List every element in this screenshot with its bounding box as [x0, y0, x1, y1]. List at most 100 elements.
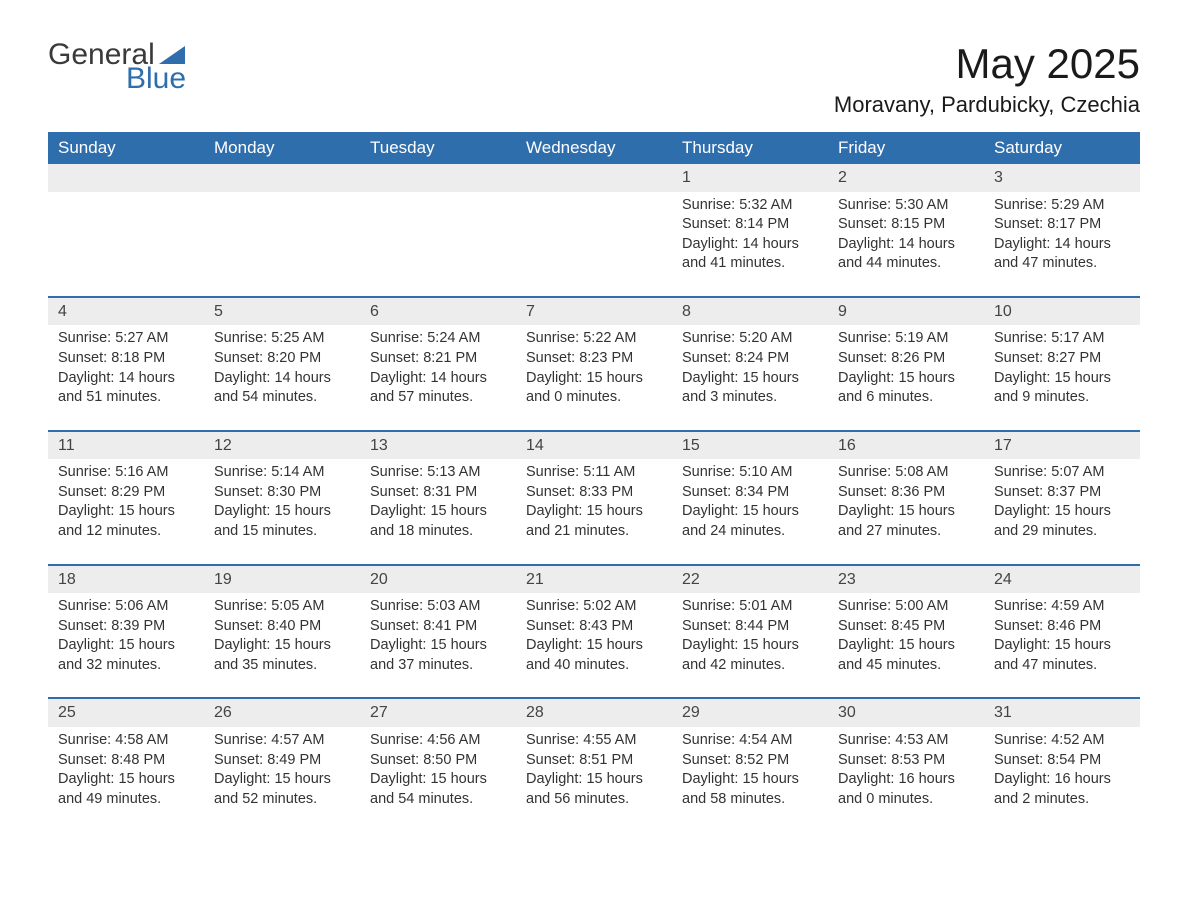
sunset-text: Sunset: 8:49 PM — [214, 751, 350, 771]
day-details: Sunrise: 4:57 AMSunset: 8:49 PMDaylight:… — [204, 727, 360, 831]
sunset-text: Sunset: 8:20 PM — [214, 349, 350, 369]
day-details: Sunrise: 4:52 AMSunset: 8:54 PMDaylight:… — [984, 727, 1140, 831]
sunset-text: Sunset: 8:17 PM — [994, 215, 1130, 235]
day-number: 21 — [516, 566, 672, 594]
daylight-line2: and 52 minutes. — [214, 790, 350, 810]
daylight-line1: Daylight: 15 hours — [58, 770, 194, 790]
sunset-text: Sunset: 8:39 PM — [58, 617, 194, 637]
sunset-text: Sunset: 8:52 PM — [682, 751, 818, 771]
daylight-line2: and 27 minutes. — [838, 522, 974, 542]
sunrise-text: Sunrise: 4:53 AM — [838, 731, 974, 751]
sunset-text: Sunset: 8:30 PM — [214, 483, 350, 503]
sunrise-text: Sunrise: 5:25 AM — [214, 329, 350, 349]
daylight-line2: and 58 minutes. — [682, 790, 818, 810]
empty-cell — [48, 192, 204, 297]
day-number: 4 — [48, 298, 204, 326]
sunrise-text: Sunrise: 4:55 AM — [526, 731, 662, 751]
sunset-text: Sunset: 8:23 PM — [526, 349, 662, 369]
location-text: Moravany, Pardubicky, Czechia — [834, 92, 1140, 118]
sunrise-text: Sunrise: 5:02 AM — [526, 597, 662, 617]
sunrise-text: Sunrise: 5:06 AM — [58, 597, 194, 617]
day-number-row: 18192021222324 — [48, 566, 1140, 594]
daylight-line2: and 42 minutes. — [682, 656, 818, 676]
weekday-header: Thursday — [672, 132, 828, 164]
daylight-line1: Daylight: 15 hours — [682, 502, 818, 522]
daylight-line2: and 12 minutes. — [58, 522, 194, 542]
day-number-row: 25262728293031 — [48, 699, 1140, 727]
sunset-text: Sunset: 8:33 PM — [526, 483, 662, 503]
day-details: Sunrise: 4:56 AMSunset: 8:50 PMDaylight:… — [360, 727, 516, 831]
day-details: Sunrise: 4:55 AMSunset: 8:51 PMDaylight:… — [516, 727, 672, 831]
day-details: Sunrise: 4:54 AMSunset: 8:52 PMDaylight:… — [672, 727, 828, 831]
sunrise-text: Sunrise: 5:32 AM — [682, 196, 818, 216]
sunset-text: Sunset: 8:36 PM — [838, 483, 974, 503]
day-number: 29 — [672, 699, 828, 727]
sunrise-text: Sunrise: 5:08 AM — [838, 463, 974, 483]
sunset-text: Sunset: 8:46 PM — [994, 617, 1130, 637]
day-number: 11 — [48, 432, 204, 460]
day-details: Sunrise: 5:03 AMSunset: 8:41 PMDaylight:… — [360, 593, 516, 698]
day-details: Sunrise: 5:06 AMSunset: 8:39 PMDaylight:… — [48, 593, 204, 698]
daylight-line2: and 41 minutes. — [682, 254, 818, 274]
day-details: Sunrise: 5:10 AMSunset: 8:34 PMDaylight:… — [672, 459, 828, 564]
sunrise-text: Sunrise: 5:27 AM — [58, 329, 194, 349]
daylight-line2: and 0 minutes. — [526, 388, 662, 408]
sunset-text: Sunset: 8:43 PM — [526, 617, 662, 637]
sunset-text: Sunset: 8:40 PM — [214, 617, 350, 637]
daylight-line1: Daylight: 15 hours — [370, 502, 506, 522]
day-details: Sunrise: 5:30 AMSunset: 8:15 PMDaylight:… — [828, 192, 984, 297]
sunset-text: Sunset: 8:21 PM — [370, 349, 506, 369]
daylight-line1: Daylight: 15 hours — [838, 636, 974, 656]
sunrise-text: Sunrise: 5:13 AM — [370, 463, 506, 483]
weekday-header: Saturday — [984, 132, 1140, 164]
day-number: 16 — [828, 432, 984, 460]
daylight-line1: Daylight: 15 hours — [682, 770, 818, 790]
daylight-line2: and 47 minutes. — [994, 254, 1130, 274]
daylight-line2: and 47 minutes. — [994, 656, 1130, 676]
day-number: 24 — [984, 566, 1140, 594]
day-number: 26 — [204, 699, 360, 727]
sunset-text: Sunset: 8:26 PM — [838, 349, 974, 369]
day-number-row: 123 — [48, 164, 1140, 192]
daylight-line1: Daylight: 14 hours — [682, 235, 818, 255]
day-number: 14 — [516, 432, 672, 460]
daylight-line2: and 2 minutes. — [994, 790, 1130, 810]
calendar-table: SundayMondayTuesdayWednesdayThursdayFrid… — [48, 132, 1140, 831]
day-number: 3 — [984, 164, 1140, 192]
sunset-text: Sunset: 8:50 PM — [370, 751, 506, 771]
sunset-text: Sunset: 8:41 PM — [370, 617, 506, 637]
sunset-text: Sunset: 8:29 PM — [58, 483, 194, 503]
daylight-line1: Daylight: 15 hours — [370, 770, 506, 790]
sunset-text: Sunset: 8:48 PM — [58, 751, 194, 771]
daylight-line1: Daylight: 15 hours — [526, 636, 662, 656]
daylight-line2: and 9 minutes. — [994, 388, 1130, 408]
weekday-header: Friday — [828, 132, 984, 164]
day-details-row: Sunrise: 5:27 AMSunset: 8:18 PMDaylight:… — [48, 325, 1140, 430]
page-header: General Blue May 2025 Moravany, Pardubic… — [48, 40, 1140, 118]
daylight-line1: Daylight: 15 hours — [214, 770, 350, 790]
daylight-line1: Daylight: 15 hours — [838, 502, 974, 522]
day-details: Sunrise: 5:19 AMSunset: 8:26 PMDaylight:… — [828, 325, 984, 430]
empty-cell — [204, 192, 360, 297]
day-number: 22 — [672, 566, 828, 594]
daylight-line2: and 44 minutes. — [838, 254, 974, 274]
sunset-text: Sunset: 8:44 PM — [682, 617, 818, 637]
daylight-line2: and 6 minutes. — [838, 388, 974, 408]
sunset-text: Sunset: 8:31 PM — [370, 483, 506, 503]
sunrise-text: Sunrise: 4:59 AM — [994, 597, 1130, 617]
weekday-header: Tuesday — [360, 132, 516, 164]
sunrise-text: Sunrise: 5:10 AM — [682, 463, 818, 483]
daylight-line1: Daylight: 14 hours — [370, 369, 506, 389]
month-title: May 2025 — [834, 40, 1140, 88]
empty-cell — [360, 164, 516, 192]
day-number: 28 — [516, 699, 672, 727]
daylight-line1: Daylight: 15 hours — [58, 502, 194, 522]
day-number: 9 — [828, 298, 984, 326]
day-details: Sunrise: 5:07 AMSunset: 8:37 PMDaylight:… — [984, 459, 1140, 564]
day-details: Sunrise: 4:59 AMSunset: 8:46 PMDaylight:… — [984, 593, 1140, 698]
day-number: 30 — [828, 699, 984, 727]
daylight-line1: Daylight: 15 hours — [526, 770, 662, 790]
daylight-line2: and 18 minutes. — [370, 522, 506, 542]
daylight-line2: and 29 minutes. — [994, 522, 1130, 542]
day-details: Sunrise: 5:11 AMSunset: 8:33 PMDaylight:… — [516, 459, 672, 564]
